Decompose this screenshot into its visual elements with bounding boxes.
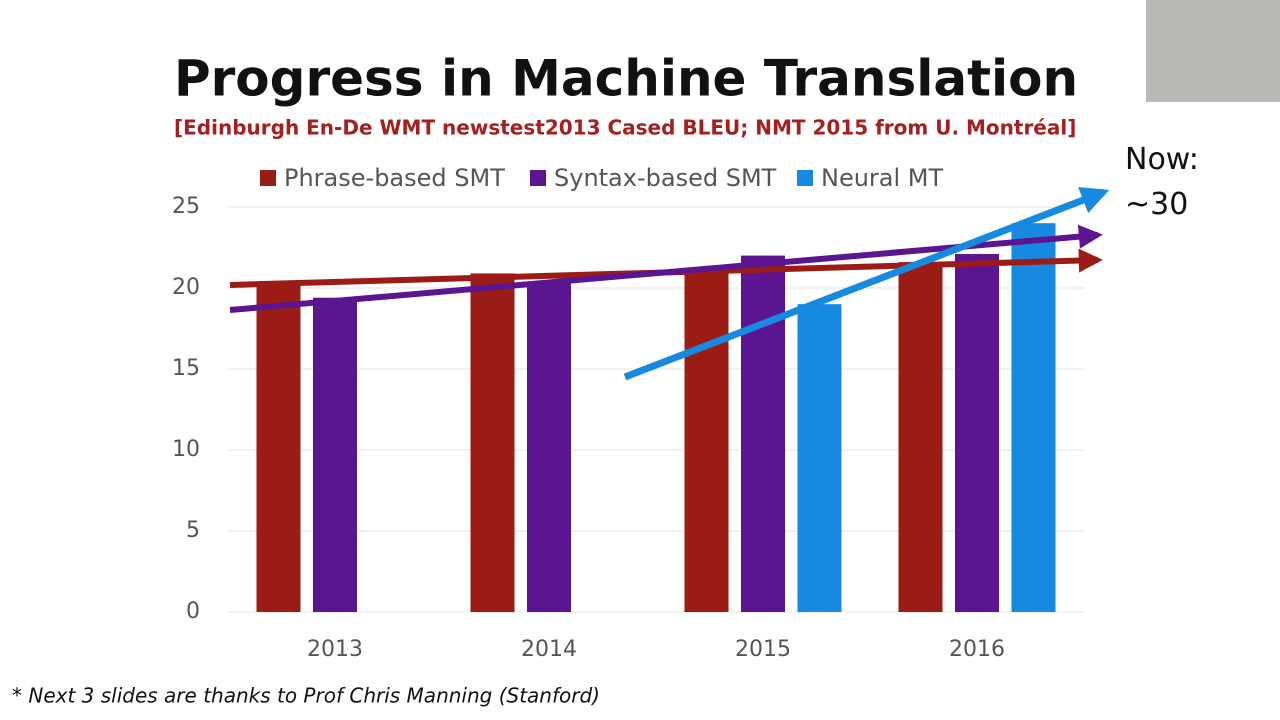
- legend-swatch: [260, 170, 276, 186]
- bar: [256, 283, 301, 612]
- annotation: Now: ~30: [1125, 142, 1199, 222]
- bar: [1011, 223, 1056, 612]
- webcam: [1146, 0, 1280, 102]
- title: Progress in Machine Translation: [174, 50, 1078, 108]
- legend-label: Neural MT: [821, 164, 944, 192]
- bar: [955, 253, 999, 613]
- legend-label: Phrase-based SMT: [284, 164, 505, 192]
- bar: [527, 281, 571, 612]
- legend-swatch: [530, 170, 546, 186]
- y-tick-label: 0: [186, 599, 200, 624]
- bar: [313, 297, 357, 612]
- y-tick-label: 20: [172, 275, 200, 300]
- legend-swatch: [797, 170, 813, 186]
- bar: [898, 262, 943, 612]
- bar: [741, 255, 785, 612]
- bar: [684, 273, 729, 612]
- y-tick-label: 5: [186, 518, 200, 543]
- y-tick-label: 15: [172, 356, 200, 381]
- trend-arrow: [623, 187, 1110, 381]
- bar: [797, 304, 842, 612]
- x-tick-label: 2015: [735, 637, 791, 662]
- x-tick-label: 2013: [307, 637, 363, 662]
- y-tick-label: 10: [172, 437, 200, 462]
- subtitle: [Edinburgh En-De WMT newstest2013 Cased …: [174, 116, 1076, 140]
- x-tick-label: 2014: [521, 637, 577, 662]
- trend-arrows: [229, 187, 1110, 381]
- legend-label: Syntax-based SMT: [554, 164, 777, 192]
- bar: [470, 273, 515, 612]
- footnote: * Next 3 slides are thanks to Prof Chris…: [12, 684, 600, 708]
- x-tick-label: 2016: [949, 637, 1005, 662]
- y-tick-label: 25: [172, 194, 200, 219]
